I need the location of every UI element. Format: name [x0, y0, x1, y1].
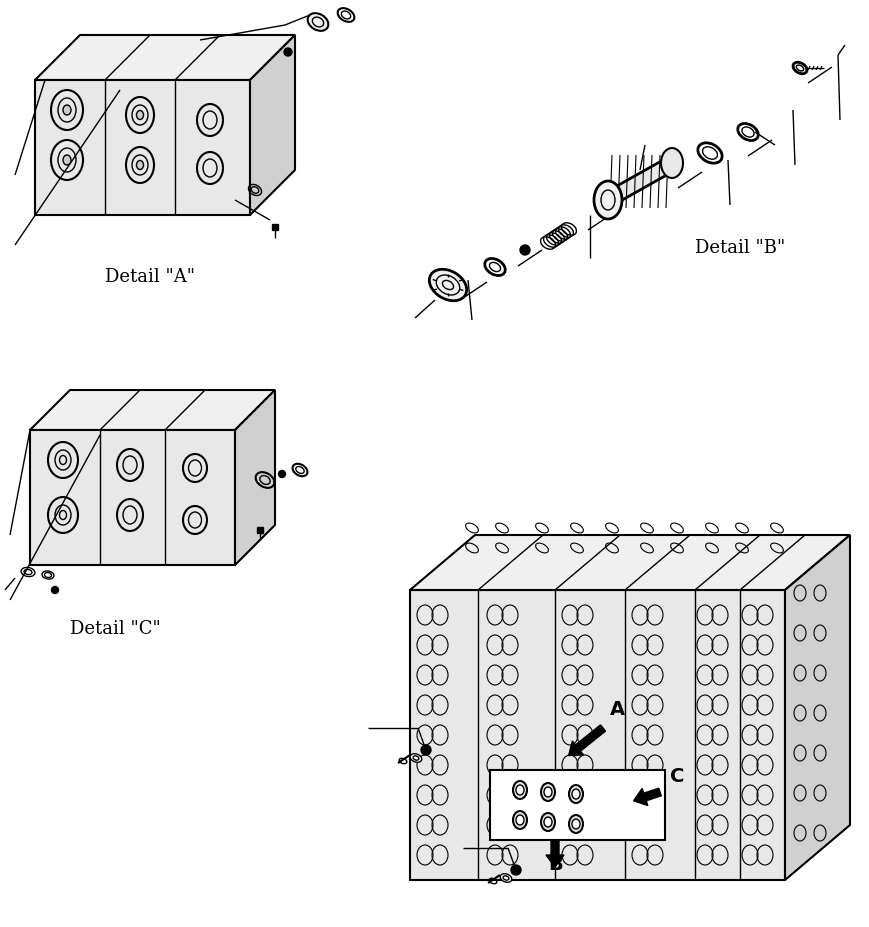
Ellipse shape	[126, 147, 154, 183]
Ellipse shape	[661, 148, 683, 178]
Circle shape	[511, 865, 521, 875]
Ellipse shape	[544, 787, 552, 797]
Ellipse shape	[63, 105, 71, 115]
Ellipse shape	[48, 497, 78, 533]
FancyArrow shape	[568, 725, 606, 756]
Bar	[272, 224, 278, 230]
Ellipse shape	[58, 98, 76, 122]
Ellipse shape	[58, 148, 76, 172]
Ellipse shape	[136, 110, 143, 120]
Text: Detail "A": Detail "A"	[105, 268, 195, 286]
Ellipse shape	[203, 159, 217, 177]
Ellipse shape	[541, 783, 555, 801]
Ellipse shape	[429, 269, 467, 300]
Ellipse shape	[126, 97, 154, 133]
Ellipse shape	[51, 140, 83, 180]
Text: B: B	[548, 855, 563, 874]
Circle shape	[278, 471, 286, 477]
Ellipse shape	[569, 785, 583, 803]
Ellipse shape	[51, 90, 83, 130]
Polygon shape	[235, 390, 275, 565]
Ellipse shape	[569, 815, 583, 833]
Ellipse shape	[132, 155, 148, 175]
Ellipse shape	[513, 811, 527, 829]
Bar	[257, 527, 263, 533]
Text: Detail "B": Detail "B"	[695, 239, 786, 257]
Ellipse shape	[117, 449, 143, 481]
Text: Detail "C": Detail "C"	[70, 620, 161, 638]
Polygon shape	[410, 590, 785, 880]
Polygon shape	[30, 390, 275, 430]
Ellipse shape	[183, 454, 207, 482]
Polygon shape	[410, 535, 850, 590]
Polygon shape	[35, 80, 250, 215]
Circle shape	[51, 587, 58, 593]
Ellipse shape	[136, 160, 143, 170]
Circle shape	[284, 48, 292, 56]
Ellipse shape	[793, 62, 807, 74]
Ellipse shape	[183, 506, 207, 534]
Circle shape	[520, 245, 530, 255]
Ellipse shape	[197, 152, 223, 184]
Ellipse shape	[544, 817, 552, 827]
Text: C: C	[670, 767, 685, 786]
Ellipse shape	[48, 442, 78, 478]
Polygon shape	[250, 35, 295, 215]
Ellipse shape	[513, 781, 527, 799]
Ellipse shape	[541, 813, 555, 831]
Ellipse shape	[63, 155, 71, 165]
Ellipse shape	[132, 105, 148, 125]
Ellipse shape	[572, 819, 580, 829]
Ellipse shape	[203, 111, 217, 129]
Polygon shape	[30, 430, 235, 565]
Polygon shape	[608, 155, 672, 208]
Ellipse shape	[436, 275, 460, 295]
Ellipse shape	[308, 13, 328, 31]
Ellipse shape	[410, 754, 421, 762]
Ellipse shape	[516, 815, 524, 825]
Ellipse shape	[55, 505, 71, 525]
Ellipse shape	[516, 785, 524, 795]
Ellipse shape	[197, 104, 223, 136]
Polygon shape	[35, 35, 295, 80]
Polygon shape	[490, 770, 665, 840]
FancyArrow shape	[634, 788, 661, 806]
Circle shape	[421, 745, 431, 755]
Ellipse shape	[501, 874, 512, 883]
FancyArrow shape	[546, 840, 564, 867]
Polygon shape	[785, 535, 850, 880]
Ellipse shape	[594, 181, 622, 219]
Ellipse shape	[117, 499, 143, 531]
Ellipse shape	[572, 789, 580, 799]
Text: A: A	[610, 700, 625, 719]
Ellipse shape	[55, 450, 71, 470]
